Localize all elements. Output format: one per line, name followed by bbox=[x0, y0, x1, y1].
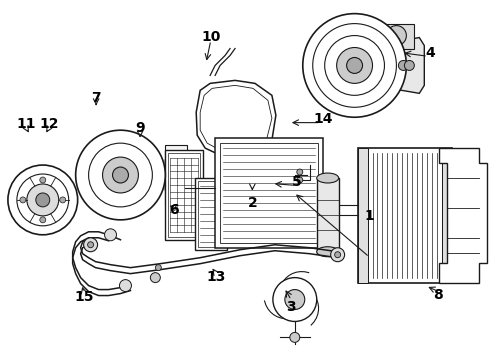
Circle shape bbox=[155, 265, 161, 271]
Text: 5: 5 bbox=[292, 175, 301, 189]
Text: 11: 11 bbox=[17, 117, 36, 131]
Circle shape bbox=[60, 197, 66, 203]
Bar bbox=[198, 181, 224, 247]
Circle shape bbox=[297, 169, 303, 175]
Circle shape bbox=[17, 174, 69, 226]
Bar bbox=[220, 143, 318, 243]
Circle shape bbox=[325, 36, 385, 95]
Circle shape bbox=[89, 143, 152, 207]
Text: 9: 9 bbox=[135, 121, 145, 135]
Circle shape bbox=[36, 193, 50, 207]
Text: 4: 4 bbox=[426, 46, 435, 60]
Text: 1: 1 bbox=[365, 209, 374, 223]
Text: 10: 10 bbox=[201, 30, 220, 44]
Bar bbox=[379, 24, 415, 49]
Circle shape bbox=[104, 229, 117, 241]
Circle shape bbox=[88, 242, 94, 248]
Text: 8: 8 bbox=[433, 288, 442, 302]
Circle shape bbox=[387, 26, 406, 45]
Circle shape bbox=[102, 157, 138, 193]
Polygon shape bbox=[372, 37, 424, 93]
Bar bbox=[195, 178, 227, 250]
Circle shape bbox=[273, 278, 317, 321]
Ellipse shape bbox=[317, 173, 339, 183]
Circle shape bbox=[313, 24, 396, 107]
Text: 6: 6 bbox=[170, 203, 179, 217]
Circle shape bbox=[20, 197, 26, 203]
Bar bbox=[215, 138, 323, 248]
Text: 13: 13 bbox=[206, 270, 225, 284]
Bar bbox=[165, 150, 203, 240]
Bar bbox=[317, 178, 339, 253]
Polygon shape bbox=[165, 157, 188, 193]
Polygon shape bbox=[196, 80, 276, 157]
Circle shape bbox=[285, 289, 305, 310]
Text: 2: 2 bbox=[247, 196, 257, 210]
Polygon shape bbox=[439, 148, 487, 283]
Circle shape bbox=[404, 60, 415, 71]
Ellipse shape bbox=[317, 247, 339, 257]
Circle shape bbox=[335, 252, 341, 258]
Circle shape bbox=[346, 58, 363, 73]
Circle shape bbox=[297, 177, 303, 183]
Text: 14: 14 bbox=[313, 112, 333, 126]
Text: 7: 7 bbox=[91, 90, 101, 104]
Circle shape bbox=[337, 48, 372, 84]
Bar bbox=[168, 153, 200, 237]
Circle shape bbox=[290, 332, 300, 342]
Bar bbox=[165, 145, 187, 205]
Circle shape bbox=[84, 238, 98, 252]
Bar bbox=[358, 148, 452, 283]
Circle shape bbox=[75, 130, 165, 220]
Bar bbox=[358, 148, 368, 283]
Text: 15: 15 bbox=[74, 289, 94, 303]
Circle shape bbox=[27, 184, 59, 216]
Bar bbox=[442, 148, 452, 283]
Circle shape bbox=[40, 217, 46, 223]
Circle shape bbox=[150, 273, 160, 283]
Circle shape bbox=[303, 14, 406, 117]
Circle shape bbox=[120, 280, 131, 292]
Circle shape bbox=[8, 165, 77, 235]
Text: 3: 3 bbox=[287, 300, 296, 314]
Circle shape bbox=[331, 248, 344, 262]
Circle shape bbox=[398, 60, 408, 71]
Circle shape bbox=[113, 167, 128, 183]
Circle shape bbox=[40, 177, 46, 183]
Text: 12: 12 bbox=[39, 117, 58, 131]
